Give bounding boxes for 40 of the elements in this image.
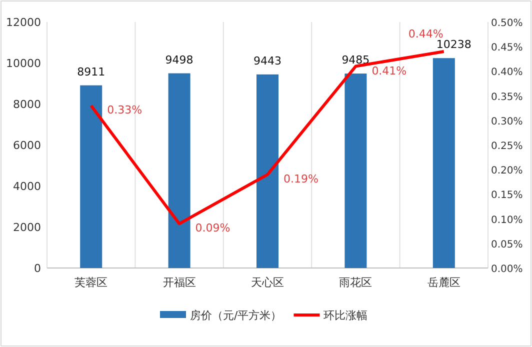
data-label: 0.44%	[408, 28, 444, 41]
y2-tick-label: 0.25%	[491, 141, 523, 152]
bar	[256, 74, 278, 268]
y2-tick-label: 0.40%	[491, 67, 523, 78]
x-tick-label: 芙蓉区	[74, 276, 108, 289]
x-tick-label: 岳麓区	[427, 276, 460, 289]
x-tick-label: 天心区	[251, 276, 284, 289]
bar	[344, 74, 367, 268]
data-label: 0.33%	[107, 104, 142, 117]
y2-tick-label: 0.00%	[491, 264, 523, 275]
y-tick-label: 0	[34, 262, 41, 275]
y-tick-label: 2000	[13, 221, 41, 234]
data-label: 9485	[342, 54, 370, 67]
data-label: 9443	[254, 54, 282, 68]
bar	[168, 73, 190, 268]
y-tick-label: 4000	[13, 180, 41, 193]
y2-tick-label: 0.10%	[491, 214, 523, 226]
y2-tick-label: 0.15%	[491, 190, 523, 202]
data-label: 10238	[436, 38, 472, 52]
y-tick-label: 8000	[13, 98, 41, 111]
y-tick-label: 12000	[6, 16, 41, 29]
data-label: 9498	[165, 53, 194, 66]
y2-tick-label: 0.05%	[491, 239, 523, 250]
x-tick-label: 开福区	[162, 276, 196, 289]
x-tick-label: 雨花区	[339, 276, 372, 289]
y2-tick-label: 0.30%	[491, 116, 523, 128]
y-tick-label: 6000	[13, 139, 41, 152]
y2-tick-label: 0.45%	[491, 42, 523, 54]
legend-label: 房价（元/平方米）	[190, 309, 282, 322]
data-label: 0.41%	[372, 64, 407, 78]
y2-tick-label: 0.35%	[491, 92, 523, 103]
bar	[80, 85, 102, 268]
data-label: 8911	[77, 65, 106, 78]
bar	[432, 58, 455, 268]
y2-tick-label: 0.50%	[491, 18, 523, 29]
y-tick-label: 10000	[6, 57, 41, 70]
legend-label: 环比涨幅	[324, 309, 368, 322]
data-label: 0.19%	[284, 172, 318, 186]
y2-tick-label: 0.20%	[491, 166, 523, 177]
data-label: 0.09%	[195, 222, 230, 235]
